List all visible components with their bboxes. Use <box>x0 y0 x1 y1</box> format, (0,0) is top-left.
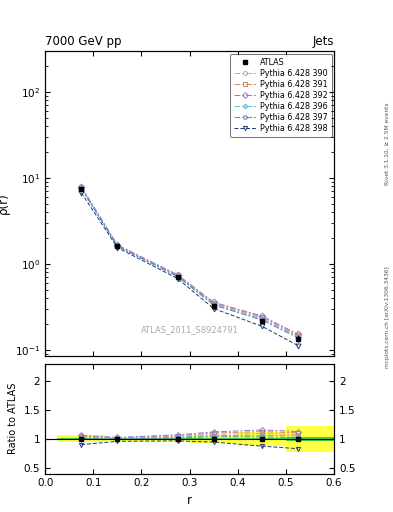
X-axis label: r: r <box>187 494 192 507</box>
Text: 7000 GeV pp: 7000 GeV pp <box>45 35 122 48</box>
Y-axis label: ρ(r): ρ(r) <box>0 193 9 215</box>
Text: Jets: Jets <box>312 35 334 48</box>
Y-axis label: Ratio to ATLAS: Ratio to ATLAS <box>8 383 18 454</box>
Text: Rivet 3.1.10, ≥ 2.5M events: Rivet 3.1.10, ≥ 2.5M events <box>385 102 390 185</box>
Text: mcplots.cern.ch [arXiv:1306.3436]: mcplots.cern.ch [arXiv:1306.3436] <box>385 267 390 368</box>
Legend: ATLAS, Pythia 6.428 390, Pythia 6.428 391, Pythia 6.428 392, Pythia 6.428 396, P: ATLAS, Pythia 6.428 390, Pythia 6.428 39… <box>230 54 332 137</box>
Text: ATLAS_2011_S8924791: ATLAS_2011_S8924791 <box>141 326 239 334</box>
